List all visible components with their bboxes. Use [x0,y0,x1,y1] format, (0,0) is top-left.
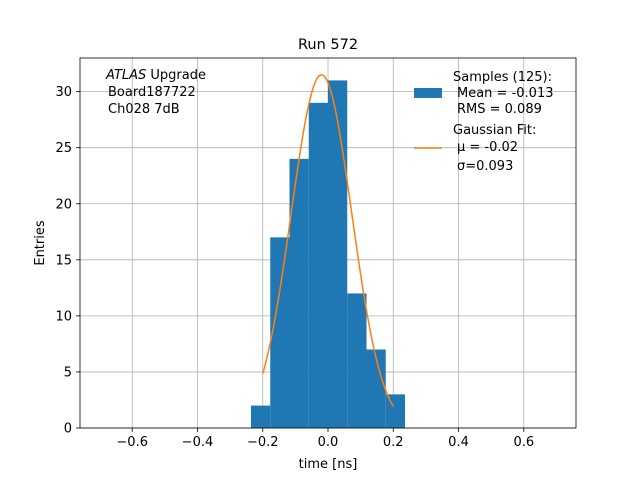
histogram-bar-0 [250,405,271,428]
x-axis-ticks: −0.6 −0.4 −0.2 0.0 0.2 0.4 0.6 [116,428,534,450]
x-tick-label-3: 0.0 [318,435,339,450]
histogram-bar-2 [289,158,309,428]
y-tick-label-4: 20 [55,197,72,212]
histogram-bar-7 [385,394,406,428]
chart-title: Run 572 [298,37,358,53]
legend-fit-title: Gaussian Fit: [453,123,536,138]
y-tick-label-0: 0 [64,422,72,437]
y-tick-label-6: 30 [55,85,72,100]
histogram-bars [250,80,406,429]
gaussian-fit-curve [262,74,394,407]
y-tick-label-2: 10 [55,309,72,324]
histogram-bar-4 [328,80,348,428]
legend-fit-sigma: σ=0.093 [457,159,513,174]
y-tick-label-5: 25 [55,141,72,156]
histogram-bar-5 [347,293,367,428]
atlas-annotation: ATLAS Upgrade Board187722 Ch028 7dB [105,68,206,117]
y-tick-label-1: 5 [64,365,72,380]
y-axis-label: Entries [33,220,48,266]
x-tick-label-2: −0.2 [247,435,279,450]
legend: Samples (125): Mean = -0.013 RMS = 0.089… [414,70,553,174]
legend-samples-patch [414,88,442,98]
y-tick-label-3: 15 [55,253,72,268]
annotation-italic: ATLAS [105,68,146,83]
annotation-board: Board187722 [108,85,196,100]
y-axis-ticks: 0 5 10 15 20 25 30 [55,85,80,437]
x-tick-label-1: −0.4 [182,435,214,450]
x-tick-label-5: 0.4 [448,435,469,450]
legend-fit-mu: μ = -0.02 [457,140,518,155]
x-tick-label-0: −0.6 [116,435,148,450]
legend-samples-mean: Mean = -0.013 [457,86,553,101]
x-tick-label-6: 0.6 [513,435,534,450]
annotation-line-1: ATLAS Upgrade [105,68,206,83]
annotation-channel: Ch028 7dB [108,102,180,117]
x-axis-label: time [ns] [299,457,358,472]
legend-samples-title: Samples (125): [453,70,552,85]
histogram-bar-1 [270,237,290,428]
x-tick-label-4: 0.2 [383,435,404,450]
legend-samples-rms: RMS = 0.089 [457,102,542,117]
histogram-bar-6 [366,349,386,428]
annotation-upgrade: Upgrade [146,68,206,83]
histogram-bar-3 [308,102,328,429]
